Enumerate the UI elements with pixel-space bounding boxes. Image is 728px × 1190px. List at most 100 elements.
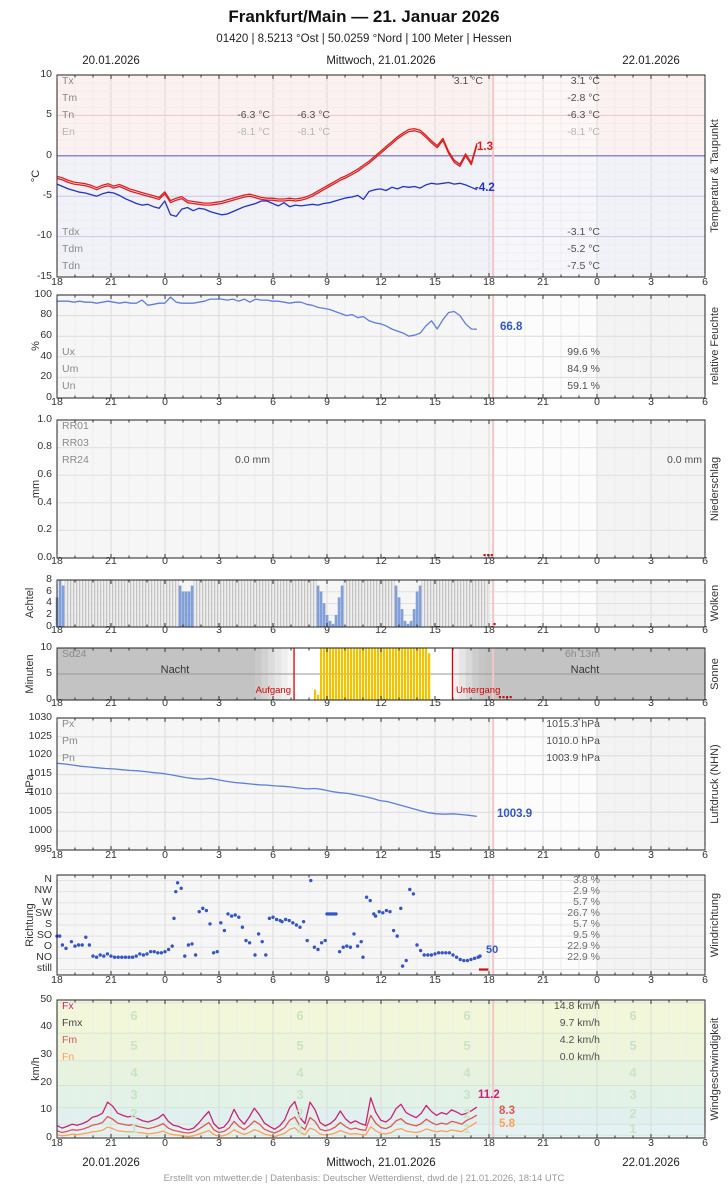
temp-label: -6.3 °C bbox=[237, 108, 270, 121]
station-info: 01420 | 8.5213 °Ost | 50.0259 °Nord | 10… bbox=[216, 33, 512, 45]
x-tick-label: 21 bbox=[105, 275, 117, 288]
y-tick-label: O bbox=[43, 939, 52, 952]
y-tick-label: 20 bbox=[40, 370, 52, 383]
x-tick-label: 12 bbox=[375, 395, 387, 408]
x-tick-label: 15 bbox=[429, 554, 441, 567]
x-tick-label: 6 bbox=[702, 973, 708, 986]
temp-label: -6.3 °C bbox=[567, 108, 600, 121]
x-tick-label: 18 bbox=[483, 395, 495, 408]
x-tick-label: 3 bbox=[216, 275, 222, 288]
x-tick-label: 18 bbox=[51, 395, 63, 408]
date-bottom-right: 22.01.2026 bbox=[622, 1157, 680, 1169]
y-tick-label: N bbox=[44, 873, 52, 886]
x-tick-label: 9 bbox=[324, 848, 330, 861]
prec-label: RR03 bbox=[62, 436, 89, 449]
x-tick-label: 3 bbox=[216, 1136, 222, 1149]
pres-label: 1010.0 hPa bbox=[546, 734, 600, 747]
y-tick-label: 80 bbox=[40, 308, 52, 321]
y-tick-label: NO bbox=[36, 951, 52, 964]
x-tick-label: 6 bbox=[270, 696, 276, 709]
pres-label: 1003.9 bbox=[497, 808, 533, 821]
x-tick-label: 18 bbox=[51, 554, 63, 567]
wspd-label: 11.2 bbox=[478, 1089, 500, 1102]
x-tick-label: 21 bbox=[537, 623, 549, 636]
x-tick-label: 0 bbox=[162, 1136, 168, 1149]
x-tick-label: 6 bbox=[270, 1136, 276, 1149]
pres-label: Pn bbox=[62, 751, 75, 764]
y-tick-label: 4 bbox=[46, 596, 52, 609]
x-tick-label: 9 bbox=[324, 973, 330, 986]
x-tick-label: 0 bbox=[162, 848, 168, 861]
x-tick-label: 3 bbox=[216, 973, 222, 986]
y-tick-label: 100 bbox=[34, 287, 52, 300]
wdir-label: 50 bbox=[486, 943, 499, 956]
x-tick-label: 3 bbox=[648, 848, 654, 861]
temp-label: -6.3 °C bbox=[297, 108, 330, 121]
x-tick-label: 18 bbox=[51, 1136, 63, 1149]
temp-label: -4.2 bbox=[475, 182, 495, 195]
y-tick-label: NW bbox=[34, 884, 53, 897]
axis-unit-wdir: Richtung bbox=[24, 903, 36, 947]
temp-label: Tm bbox=[62, 91, 78, 104]
axis-unit-cloud: Achtel bbox=[24, 587, 36, 619]
x-tick-label: 3 bbox=[216, 696, 222, 709]
wdir-label: 2.9 % bbox=[573, 884, 600, 897]
x-tick-label: 21 bbox=[105, 554, 117, 567]
beaufort-number: 4 bbox=[296, 1064, 304, 1080]
beaufort-number: 4 bbox=[463, 1064, 471, 1080]
y-tick-label: 1000 bbox=[28, 823, 52, 836]
hum-label: 99.6 % bbox=[567, 345, 600, 358]
prec-label: 0.0 mm bbox=[666, 453, 702, 466]
temp-label: -2.8 °C bbox=[567, 91, 600, 104]
x-tick-label: 12 bbox=[375, 275, 387, 288]
axis-title-wdir: Windrichtung bbox=[709, 892, 721, 958]
pres-label: 1003.9 hPa bbox=[546, 751, 600, 764]
x-tick-label: 21 bbox=[105, 848, 117, 861]
x-tick-label: 21 bbox=[537, 275, 549, 288]
axis-unit-wspd: km/h bbox=[30, 1057, 42, 1081]
temp-label: -5.2 °C bbox=[567, 242, 600, 255]
wdir-label: 3.8 % bbox=[573, 873, 600, 886]
temp-label: 3.1 °C bbox=[453, 74, 483, 87]
y-tick-label: SW bbox=[35, 906, 52, 919]
x-tick-label: 6 bbox=[702, 275, 708, 288]
beaufort-number: 1 bbox=[130, 1121, 138, 1137]
beaufort-number: 4 bbox=[130, 1064, 138, 1080]
sun-label: Nacht bbox=[160, 663, 190, 676]
x-tick-label: 3 bbox=[648, 1136, 654, 1149]
beaufort-number: 2 bbox=[296, 1106, 304, 1122]
y-tick-label: 50 bbox=[40, 992, 52, 1005]
x-tick-label: 3 bbox=[216, 623, 222, 636]
temp-label: -8.1 °C bbox=[237, 125, 270, 138]
pres-label: Pm bbox=[62, 734, 78, 747]
sun-label: 6h 13m bbox=[564, 647, 600, 660]
x-tick-label: 15 bbox=[429, 1136, 441, 1149]
x-tick-label: 9 bbox=[324, 623, 330, 636]
x-tick-label: 12 bbox=[375, 848, 387, 861]
wdir-label: 9.5 % bbox=[573, 928, 600, 941]
x-tick-label: 18 bbox=[483, 1136, 495, 1149]
y-tick-label: 0.0 bbox=[37, 550, 52, 563]
beaufort-number: 6 bbox=[463, 1008, 471, 1024]
x-tick-label: 18 bbox=[483, 275, 495, 288]
wspd-label: Fx bbox=[62, 999, 74, 1012]
x-tick-label: 21 bbox=[105, 973, 117, 986]
sun-label: Sd24 bbox=[62, 647, 87, 660]
wdir-label: 5.7 % bbox=[573, 895, 600, 908]
y-tick-label: 1.0 bbox=[37, 412, 52, 425]
temp-label: En bbox=[62, 125, 75, 138]
x-tick-label: 18 bbox=[483, 848, 495, 861]
y-tick-label: 20 bbox=[40, 1075, 52, 1088]
temp-label: -3.1 °C bbox=[567, 225, 600, 238]
temp-label: Tdn bbox=[62, 259, 81, 272]
temp-label: Tx bbox=[62, 74, 74, 87]
y-tick-label: 60 bbox=[40, 328, 52, 341]
date-bottom-left: 20.01.2026 bbox=[82, 1157, 140, 1169]
x-tick-label: 9 bbox=[324, 696, 330, 709]
axis-title-pres: Luftdruck (NHN) bbox=[709, 744, 721, 824]
y-tick-label: 5 bbox=[46, 666, 52, 679]
y-tick-label: 0 bbox=[46, 148, 52, 161]
y-tick-label: -15 bbox=[36, 269, 52, 282]
x-tick-label: 18 bbox=[483, 623, 495, 636]
